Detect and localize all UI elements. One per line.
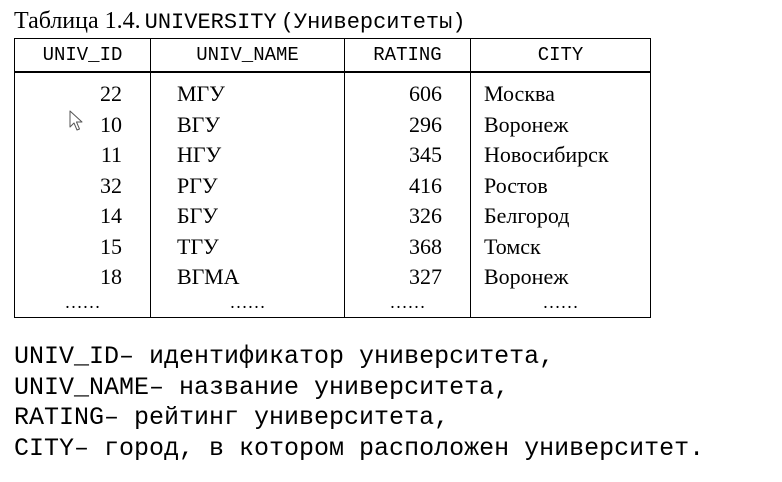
cell-rating: 416	[344, 170, 471, 201]
table-row: 22 МГУ 606 Москва	[14, 72, 651, 110]
cell-univ-name: ТГУ	[150, 231, 345, 262]
cell-univ-name: МГУ	[150, 72, 345, 110]
description-univ-name: UNIV_NAME– название университета,	[14, 372, 510, 402]
field-descriptions: UNIV_ID– идентификатор университета, UNI…	[14, 342, 704, 464]
table-row: 11 НГУ 345 Новосибирск	[14, 140, 651, 171]
cell-univ-name: ВГМА	[150, 262, 345, 293]
ellipsis-rating: ……	[344, 292, 471, 318]
cell-univ-name: НГУ	[150, 140, 345, 171]
header-row: UNIV_ID UNIV_NAME RATING CITY	[14, 38, 651, 73]
cell-rating: 606	[344, 72, 471, 110]
cell-city: Воронеж	[470, 109, 651, 140]
cell-city: Москва	[470, 72, 651, 110]
cell-univ-name: ВГУ	[150, 109, 345, 140]
university-table: UNIV_ID UNIV_NAME RATING CITY 22 МГУ 606…	[14, 38, 651, 318]
table-label: Таблица 1.4.	[14, 8, 141, 34]
cell-city: Белгород	[470, 201, 651, 232]
cell-univ-id: 14	[14, 201, 151, 232]
column-header-city: CITY	[470, 38, 651, 73]
table-row: 15 ТГУ 368 Томск	[14, 231, 651, 262]
cell-univ-id: 22	[14, 72, 151, 110]
ellipsis-city: ……	[470, 292, 651, 318]
mouse-pointer-icon	[69, 110, 83, 131]
description-city: CITY– город, в котором расположен универ…	[14, 433, 705, 463]
table-name: UNIVERSITY	[144, 10, 277, 35]
ellipsis-univ-name: ……	[150, 292, 345, 318]
cell-univ-name: РГУ	[150, 170, 345, 201]
description-rating: RATING– рейтинг университета,	[14, 403, 450, 432]
table-row: 32 РГУ 416 Ростов	[14, 170, 651, 201]
table-translation: (Университеты)	[280, 10, 466, 35]
cell-univ-id: 32	[14, 170, 151, 201]
cell-city: Новосибирск	[470, 140, 651, 171]
ellipsis-univ-id: ……	[14, 292, 151, 318]
cell-univ-id: 15	[14, 231, 151, 262]
description-univ-id: UNIV_ID– идентификатор университета,	[14, 342, 555, 371]
cell-univ-id: 10	[14, 109, 151, 140]
cell-univ-id: 18	[14, 262, 151, 293]
table-row: 10 ВГУ 296 Воронеж	[14, 109, 651, 140]
cell-univ-name: БГУ	[150, 201, 345, 232]
cell-rating: 326	[344, 201, 471, 232]
cell-rating: 296	[344, 109, 471, 140]
cell-city: Ростов	[470, 170, 651, 201]
table-row: 14 БГУ 326 Белгород	[14, 201, 651, 232]
ellipsis-row: …… …… …… ……	[14, 292, 651, 318]
column-header-rating: RATING	[344, 38, 471, 73]
cell-rating: 368	[344, 231, 471, 262]
cell-rating: 327	[344, 262, 471, 293]
cell-city: Воронеж	[470, 262, 651, 293]
cell-city: Томск	[470, 231, 651, 262]
table-row: 18 ВГМА 327 Воронеж	[14, 262, 651, 293]
column-header-univ-name: UNIV_NAME	[150, 38, 345, 73]
column-header-univ-id: UNIV_ID	[14, 38, 151, 73]
cell-rating: 345	[344, 140, 471, 171]
table-caption: Таблица 1.4. UNIVERSITY (Университеты)	[14, 6, 466, 36]
cell-univ-id: 11	[14, 140, 151, 171]
